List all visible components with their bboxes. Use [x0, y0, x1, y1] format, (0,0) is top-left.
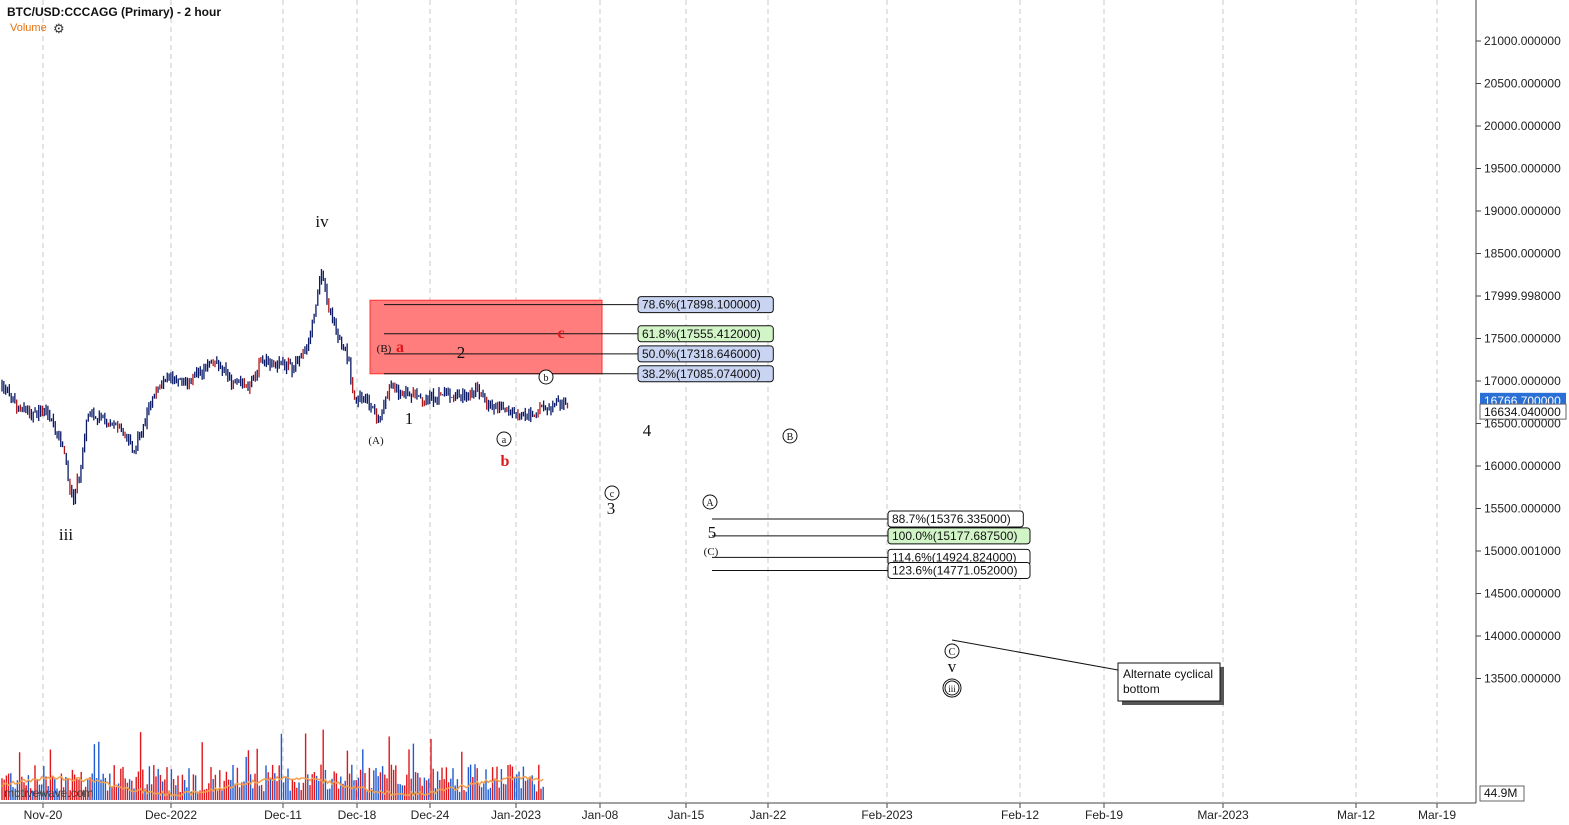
- fib-level-box: [637, 345, 774, 363]
- x-tick-label: Dec-2022: [145, 808, 197, 822]
- wave-label-circled: C: [949, 647, 956, 658]
- wave-marker-circle: [604, 485, 620, 501]
- y-tick-label: 13500.000000: [1484, 672, 1561, 686]
- y-tick-label: 19000.000000: [1484, 204, 1561, 218]
- annotation-text-line1: Alternate cyclical: [1123, 667, 1213, 681]
- gear-icon[interactable]: ⚙: [53, 21, 65, 36]
- fib-level-label: 114.6%(14924.824000): [892, 550, 1017, 564]
- wave-label: 2: [457, 343, 466, 362]
- wave-label-circled: a: [502, 435, 507, 446]
- y-tick-label: 21000.000000: [1484, 34, 1561, 48]
- y-tick-label: 14000.000000: [1484, 629, 1561, 643]
- y-tick-label: 16500.000000: [1484, 417, 1561, 431]
- y-tick-label: 15000.001000: [1484, 544, 1561, 558]
- x-tick-label: Mar-2023: [1197, 808, 1249, 822]
- fib-level-label: 78.6%(17898.100000): [642, 298, 761, 312]
- x-tick-label: Jan-08: [582, 808, 619, 822]
- wave-label-circled: b: [544, 373, 549, 384]
- annotation-box: [1117, 662, 1221, 702]
- wave-label-circled: iii: [948, 684, 956, 694]
- wave-label-small: (A): [368, 435, 384, 447]
- volume-scale-label: 44.9M: [1484, 786, 1517, 800]
- fib-level-box: [637, 296, 774, 314]
- x-tick-label: Mar-19: [1418, 808, 1456, 822]
- x-tick-label: Mar-12: [1337, 808, 1375, 822]
- fib-level-label: 88.7%(15376.335000): [892, 512, 1011, 526]
- wave-label: iii: [59, 525, 73, 544]
- fib-level-label: 38.2%(17085.074000): [642, 367, 761, 381]
- wave-label-red: a: [396, 339, 404, 356]
- volume-label[interactable]: Volume: [10, 22, 47, 34]
- wave-label-circled: B: [787, 432, 794, 443]
- fib-level-box: [887, 510, 1024, 528]
- y-tick-label: 20000.000000: [1484, 119, 1561, 133]
- y-tick-label: 17999.998000: [1484, 289, 1561, 303]
- x-tick-label: Nov-20: [24, 808, 63, 822]
- fib-level-label: 50.0%(17318.646000): [642, 347, 761, 361]
- wave-marker-circle: [496, 431, 512, 447]
- chart-title: BTC/USD:CCCAGG (Primary) - 2 hour: [7, 5, 222, 19]
- y-tick-label: 18500.000000: [1484, 247, 1561, 261]
- wave-label-small: (B): [377, 343, 392, 355]
- y-tick-label: 20500.000000: [1484, 77, 1561, 91]
- wave-marker-circle: [944, 643, 960, 659]
- wave-label: iv: [315, 212, 329, 231]
- wave-label-circled: c: [610, 489, 615, 500]
- x-tick-label: Dec-24: [411, 808, 450, 822]
- wave-label: 5: [708, 523, 717, 542]
- wave-label: 1: [405, 409, 414, 428]
- secondary-price-tag: [1479, 403, 1567, 420]
- x-tick-label: Feb-19: [1085, 808, 1123, 822]
- wave-marker-circle: [702, 494, 718, 510]
- fib-level-label: 61.8%(17555.412000): [642, 327, 761, 341]
- y-tick-label: 14500.000000: [1484, 587, 1561, 601]
- watermark: motivewave.com: [4, 786, 94, 800]
- volume-moving-average: [1, 775, 544, 797]
- x-tick-label: Jan-22: [750, 808, 787, 822]
- x-tick-label: Jan-2023: [491, 808, 541, 822]
- y-tick-label: 15500.000000: [1484, 502, 1561, 516]
- fib-level-box: [887, 527, 1031, 545]
- x-tick-label: Dec-18: [338, 808, 377, 822]
- wave-marker-circle: [944, 680, 960, 696]
- wave-marker-circle: [782, 428, 798, 444]
- fib-level-box: [887, 561, 1031, 579]
- annotation-text-line2: bottom: [1123, 682, 1160, 696]
- volume-scale-tag: [1479, 785, 1525, 802]
- fib-level-box: [637, 325, 774, 343]
- fib-level-label: 123.6%(14771.052000): [892, 563, 1017, 577]
- wave-label: 3: [607, 499, 616, 518]
- x-tick-label: Jan-15: [668, 808, 705, 822]
- wave-label-small: (C): [704, 546, 719, 558]
- x-tick-label: Dec-11: [264, 808, 302, 822]
- y-tick-label: 17000.000000: [1484, 374, 1561, 388]
- x-tick-label: Feb-12: [1001, 808, 1039, 822]
- wave-label: 4: [643, 421, 652, 440]
- fib-level-label: 100.0%(15177.687500): [892, 529, 1017, 543]
- wave-marker-circle: [538, 369, 554, 385]
- target-zone: [369, 299, 603, 375]
- wave-marker-circle-outer: [942, 678, 962, 698]
- secondary-price-label: 16634.040000: [1484, 405, 1561, 419]
- fib-level-box: [637, 365, 774, 383]
- wave-label: v: [948, 657, 957, 676]
- y-tick-label: 16000.000000: [1484, 459, 1561, 473]
- wave-label-red: b: [501, 453, 510, 470]
- x-tick-label: Feb-2023: [861, 808, 913, 822]
- y-tick-label: 17500.000000: [1484, 332, 1561, 346]
- wave-label-circled: A: [706, 498, 714, 509]
- annotation-pointer: [951, 639, 1119, 671]
- y-tick-label: 19500.000000: [1484, 162, 1561, 176]
- wave-label-red: c: [557, 325, 564, 342]
